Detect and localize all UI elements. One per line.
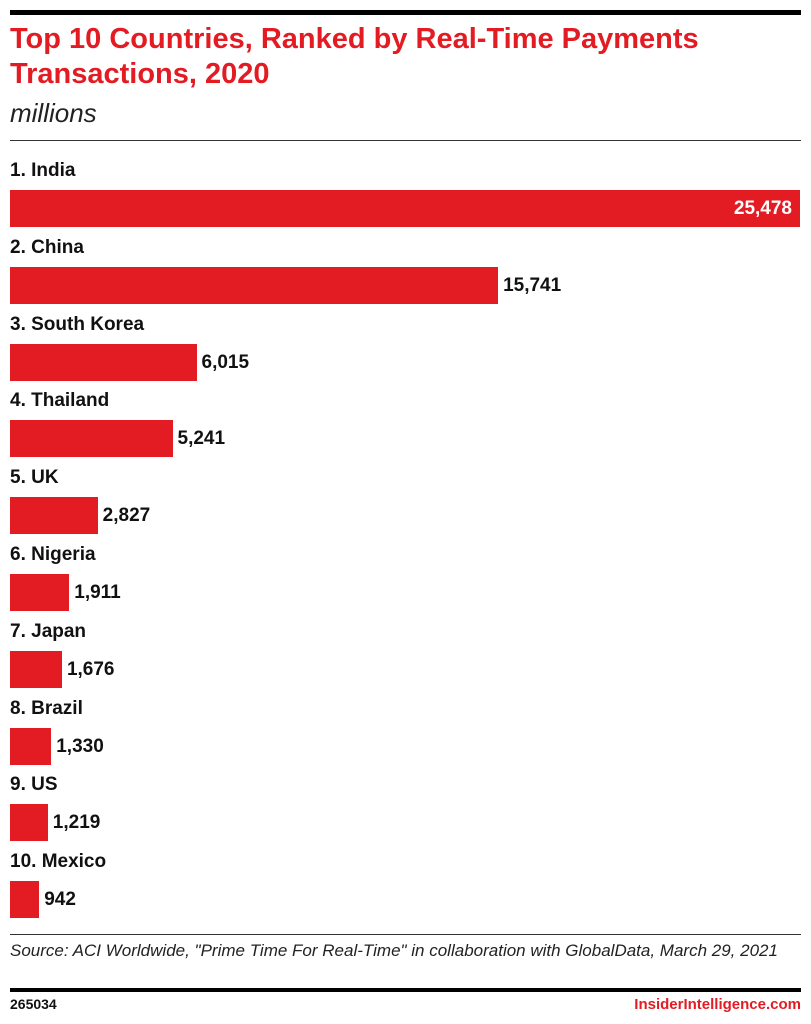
value-label: 2,827	[102, 505, 151, 527]
value-label: 6,015	[201, 351, 250, 373]
brand: InsiderIntelligence.com	[634, 996, 801, 1013]
category-label: 9. US	[10, 774, 58, 796]
bar	[10, 574, 70, 611]
value-label: 25,478	[733, 198, 792, 219]
header-rule	[10, 140, 801, 141]
category-label: 3. South Korea	[10, 313, 145, 335]
bar	[10, 343, 197, 381]
bar	[10, 266, 499, 304]
chart-id: 265034	[10, 996, 57, 1012]
value-label: 1,676	[66, 658, 115, 680]
value-label: 1,219	[52, 812, 101, 834]
top-rule	[10, 10, 801, 15]
category-label: 8. Brazil	[10, 697, 83, 719]
category-label: 2. China	[10, 236, 84, 258]
value-label: 1,330	[56, 735, 104, 757]
bar	[10, 804, 48, 842]
category-label: 1. India	[10, 160, 76, 181]
bar	[10, 727, 52, 765]
value-label: 15,741	[503, 274, 562, 296]
value-label: 1,911	[74, 582, 121, 603]
bar	[10, 497, 98, 535]
bottom-rule	[10, 988, 801, 992]
category-label: 4. Thailand	[10, 390, 110, 412]
value-label: 5,241	[177, 428, 226, 450]
footer-rule	[10, 934, 801, 935]
category-label: 10. Mexico	[10, 851, 107, 873]
chart-title: Top 10 Countries, Ranked by Real-Time Pa…	[10, 23, 699, 90]
value-label: 942	[44, 889, 76, 911]
bar	[10, 650, 62, 688]
bar	[10, 420, 173, 458]
bar	[10, 881, 40, 919]
bar	[10, 190, 800, 227]
source-note: Source: ACI Worldwide, "Prime Time For R…	[10, 941, 778, 960]
category-label: 5. UK	[10, 467, 59, 489]
category-label: 6. Nigeria	[10, 544, 96, 565]
chart-subtitle: millions	[10, 98, 97, 128]
category-label: 7. Japan	[10, 620, 87, 642]
